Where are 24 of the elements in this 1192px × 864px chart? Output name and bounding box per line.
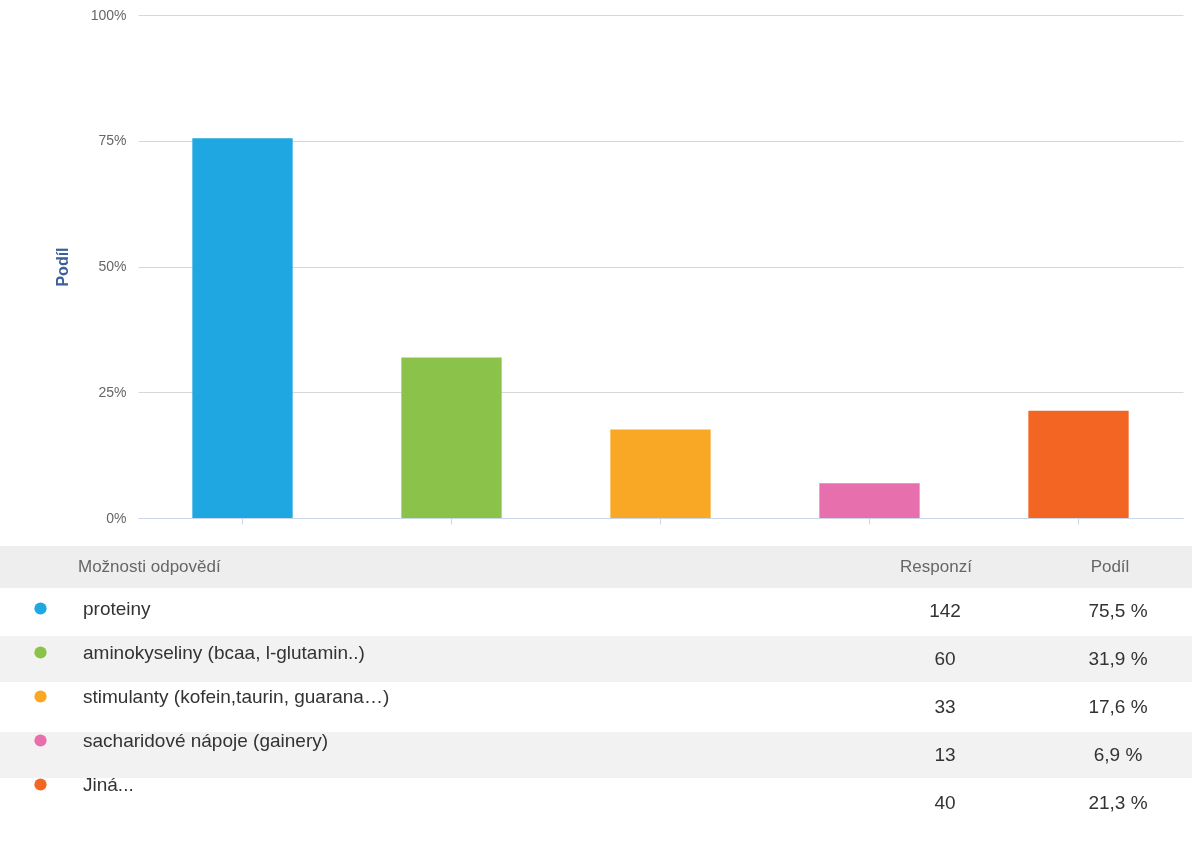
text: 13 xyxy=(934,744,956,765)
legend-label: stimulanty (kofein,taurin, guarana…) xyxy=(83,685,390,707)
text: 21,3 % xyxy=(1088,792,1148,813)
y-tick-label: 75% xyxy=(98,132,127,149)
text: Responzí xyxy=(900,557,973,576)
text: 31,9 % xyxy=(1088,648,1148,669)
y-tick-label: 0% xyxy=(106,509,127,526)
text: 6,9 % xyxy=(1093,744,1143,765)
text: 75,5 % xyxy=(1088,600,1148,621)
y-tick-label: 25% xyxy=(98,383,127,400)
text: 33 xyxy=(934,696,956,717)
text: 40 xyxy=(934,792,956,813)
legend-label: aminokyseliny (bcaa, l-glutamin..) xyxy=(83,641,365,663)
text: 60 xyxy=(934,648,956,669)
text: 17,6 % xyxy=(1088,696,1148,717)
text: 142 xyxy=(929,600,961,621)
y-tick-label: 100% xyxy=(90,6,127,23)
text: Podíl xyxy=(1090,557,1130,576)
legend-label: Jiná... xyxy=(83,773,134,795)
y-axis-title: Podíl xyxy=(53,247,71,287)
y-tick-label: 50% xyxy=(98,258,127,274)
text: Možnosti odpovědí xyxy=(78,557,221,576)
legend-label: sacharidové nápoje (gainery) xyxy=(83,729,329,751)
legend-label: proteiny xyxy=(83,597,152,619)
